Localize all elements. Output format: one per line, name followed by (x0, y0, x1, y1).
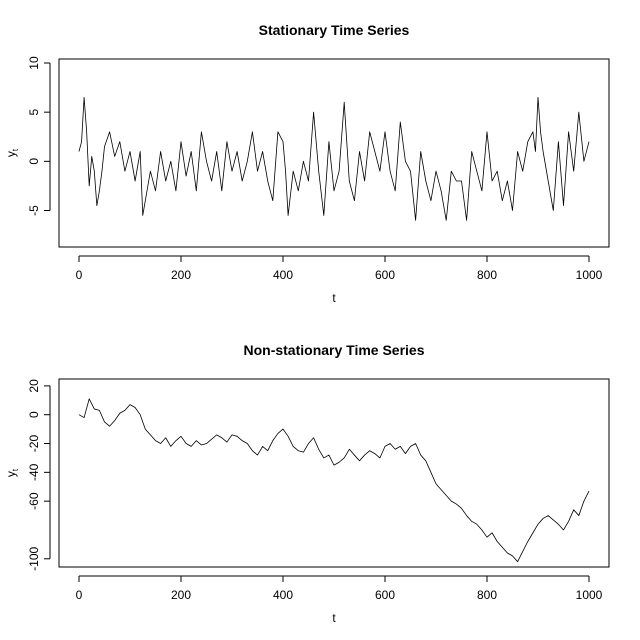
x-axis: 0 200 400 600 800 1000 (76, 575, 603, 602)
x-tick-label: 200 (171, 268, 191, 282)
y-axis: 20 0 -20 -40 -60 -100 (27, 379, 51, 571)
non-stationary-panel: Non-stationary Time Series 0 200 400 600 800… (4, 342, 610, 625)
y-axis-label-subscript: t (11, 468, 20, 471)
x-tick-label: 1000 (576, 588, 603, 602)
chart-title: Stationary Time Series (259, 22, 410, 38)
x-tick-label: 400 (273, 268, 293, 282)
x-axis-label: t (332, 291, 336, 305)
plot-frame (58, 58, 610, 248)
y-tick-label: 10 (27, 56, 41, 70)
y-tick-label: -5 (27, 205, 41, 216)
x-tick-label: 800 (477, 268, 497, 282)
y-tick-label: 5 (27, 109, 41, 116)
x-tick-label: 1000 (576, 268, 603, 282)
y-tick-label: -60 (27, 492, 41, 510)
series-line (78, 398, 590, 563)
y-tick-label: 20 (27, 379, 41, 393)
y-axis-label-base: y (4, 471, 18, 477)
plot-frame (58, 378, 610, 568)
chart-title: Non-stationary Time Series (243, 342, 424, 358)
x-tick-label: 800 (477, 588, 497, 602)
y-axis-label-base: y (4, 151, 18, 157)
x-tick-label: 600 (375, 268, 395, 282)
y-tick-label: -100 (27, 546, 41, 570)
y-tick-label: -20 (27, 435, 41, 453)
y-tick-label: 0 (27, 158, 41, 165)
x-axis-label: t (332, 611, 336, 625)
x-tick-label: 600 (375, 588, 395, 602)
y-axis-label: yt (4, 148, 20, 157)
x-tick-label: 400 (273, 588, 293, 602)
y-axis-label-subscript: t (11, 148, 20, 151)
stationary-panel: Stationary Time Series 0 200 400 600 800 1000… (4, 22, 610, 305)
series-line (78, 97, 590, 221)
x-axis: 0 200 400 600 800 1000 (76, 255, 603, 282)
y-axis: -5 0 5 10 (27, 56, 51, 216)
x-tick-label: 0 (76, 588, 83, 602)
x-tick-label: 200 (171, 588, 191, 602)
x-tick-label: 0 (76, 268, 83, 282)
y-axis-label: yt (4, 468, 20, 477)
y-tick-label: -40 (27, 463, 41, 481)
y-tick-label: 0 (27, 411, 41, 418)
